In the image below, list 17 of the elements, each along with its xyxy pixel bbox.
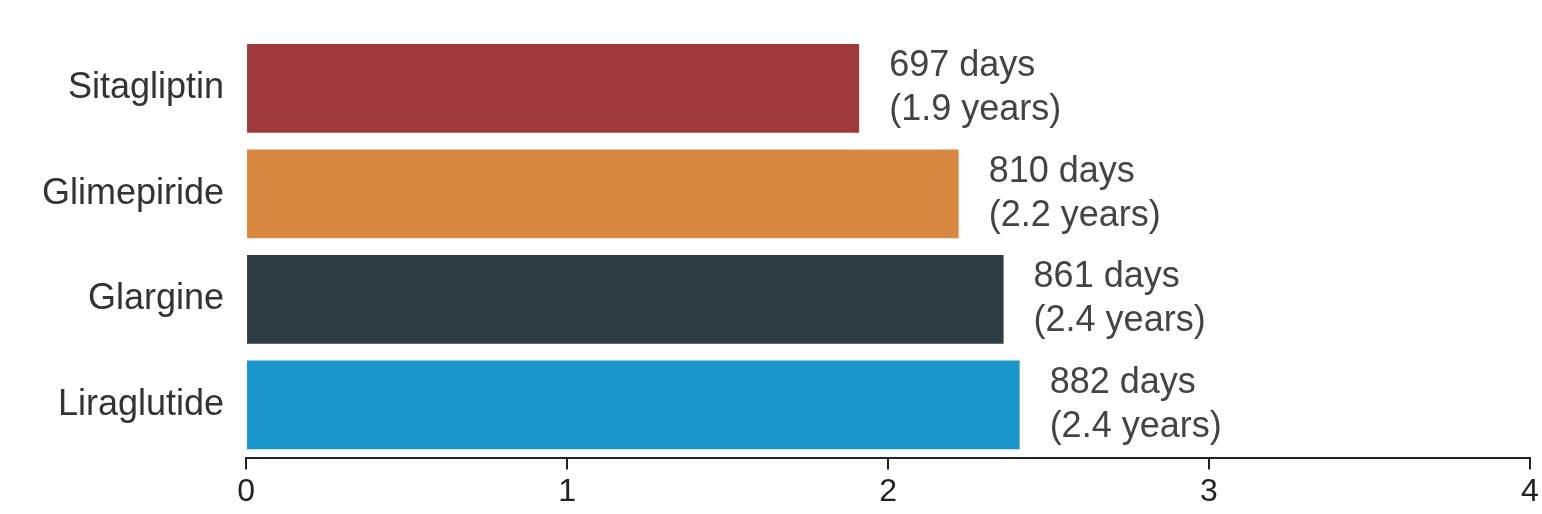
data-label: 810 days (2.2 years) (988, 148, 1161, 234)
data-label: 697 days (1.9 years) (889, 43, 1062, 129)
bar (247, 360, 1020, 450)
x-tick-label: 2 (879, 471, 897, 508)
y-tick-label: Liraglutide (57, 381, 225, 423)
data-label: 882 days (2.4 years) (1049, 359, 1222, 445)
bar (247, 44, 860, 133)
x-tick-label: 4 (1521, 471, 1539, 508)
y-tick-label: Glimepiride (41, 170, 225, 212)
x-tick-label: 3 (1200, 471, 1218, 508)
y-tick-label: Sitagliptin (67, 65, 225, 107)
data-label: 861 days (2.4 years) (1033, 254, 1206, 340)
x-tick-label: 1 (558, 471, 576, 508)
y-tick-label: Glargine (87, 276, 225, 318)
bar (247, 149, 959, 239)
bar (247, 255, 1004, 344)
x-tick-label: 0 (237, 471, 255, 508)
